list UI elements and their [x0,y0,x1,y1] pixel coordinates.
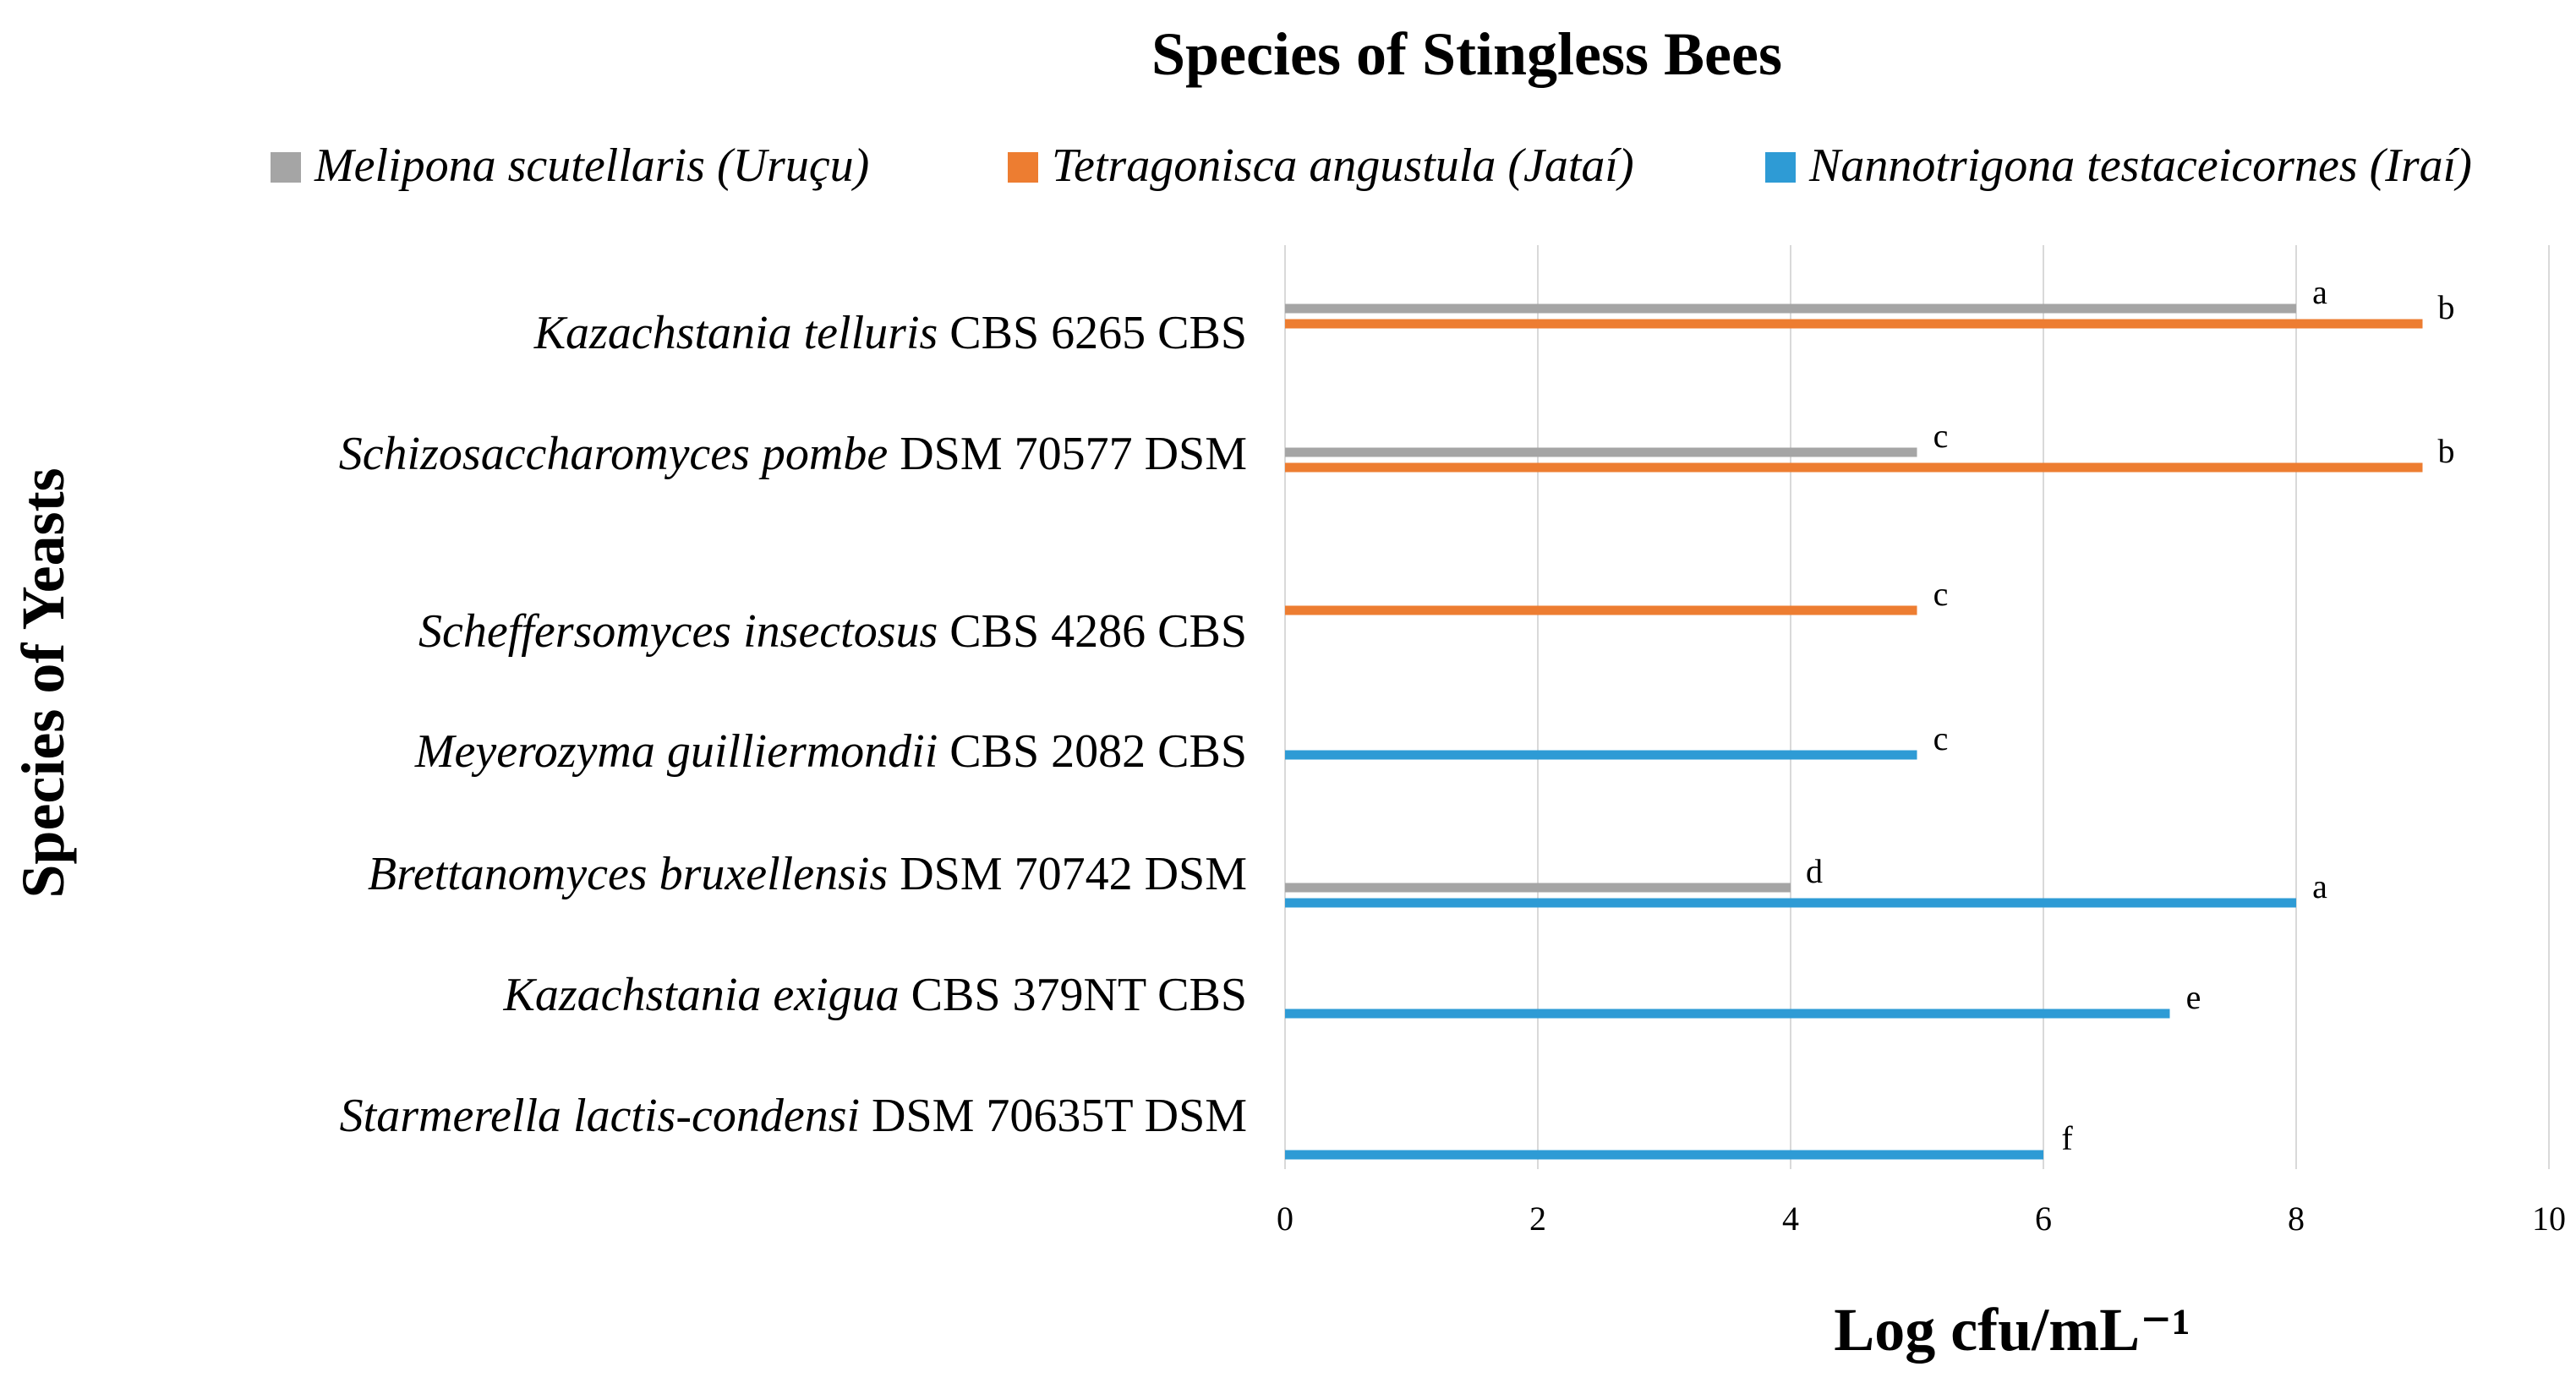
gridlines [1284,245,2550,1169]
legend-swatch [1008,152,1038,183]
x-tick-label: 6 [2035,1200,2052,1238]
x-tick-label: 4 [1782,1200,1799,1238]
category-label: Brettanomyces bruxellensis DSM 70742 DSM [368,848,1247,900]
legend-label: Nannotrigona testaceicornes (Iraí) [1808,139,2472,192]
category-strain-code: CBS 379NT CBS [900,969,1247,1021]
x-tick-label: 0 [1277,1200,1293,1238]
data-label: f [2061,1119,2073,1157]
category-strain-code: DSM 70577 DSM [888,428,1247,480]
data-label: c [1933,575,1949,613]
bar [1285,319,2423,329]
data-label: b [2438,432,2455,470]
legend-item: Nannotrigona testaceicornes (Iraí) [1765,139,2472,192]
bar [1285,1150,2043,1160]
category-species-name: Scheffersomyces insectosus [418,605,938,658]
category-label: Kazachstania telluris CBS 6265 CBS [533,307,1247,359]
bar [1285,447,1917,457]
category-label: Kazachstania exigua CBS 379NT CBS [502,969,1247,1021]
bar [1285,898,2296,908]
bar [1285,750,1917,760]
y-category-labels: Kazachstania telluris CBS 6265 CBS Schizo… [339,307,1247,1142]
bars [1285,303,2423,1160]
category-strain-code: DSM 70742 DSM [888,848,1247,900]
bar [1285,883,1791,893]
x-tick-label: 2 [1529,1200,1546,1238]
x-axis-title: Log cfu/mL⁻¹ [1834,1296,2190,1364]
x-tick-label: 8 [2288,1200,2305,1238]
category-species-name: Meyerozyma guilliermondii [414,725,938,778]
legend: Melipona scutellaris (Uruçu) Tetragonisca… [271,139,2472,192]
category-strain-code: CBS 6265 CBS [938,307,1247,359]
bar [1285,462,2423,473]
category-species-name: Kazachstania exigua [502,969,899,1021]
category-label: Meyerozyma guilliermondii CBS 2082 CBS [414,725,1247,778]
x-tick-labels: 0 2 4 6 8 10 [1277,1200,2566,1238]
category-species-name: Schizosaccharomyces pombe [339,428,889,480]
category-strain-code: CBS 4286 CBS [938,605,1247,658]
category-strain-code: DSM 70635T DSM [860,1090,1247,1142]
category-species-name: Kazachstania telluris [533,307,938,359]
x-tick-label: 10 [2532,1200,2566,1238]
legend-item: Melipona scutellaris (Uruçu) [271,139,869,192]
chart-title: Species of Stingless Bees [1151,20,1782,88]
category-species-name: Brettanomyces bruxellensis [368,848,888,900]
legend-label: Melipona scutellaris (Uruçu) [314,139,869,192]
data-label: d [1806,852,1823,890]
legend-item: Tetragonisca angustula (Jataí) [1008,139,1634,192]
data-label: a [2312,867,2327,905]
data-label: c [1933,719,1949,757]
data-label: e [2186,978,2201,1016]
legend-swatch [271,152,301,183]
data-label: c [1933,417,1949,455]
category-label: Schizosaccharomyces pombe DSM 70577 DSM [339,428,1247,480]
bar [1285,303,2296,314]
data-label: b [2438,288,2455,326]
category-strain-code: CBS 2082 CBS [938,725,1247,778]
category-species-name: Starmerella lactis-condensi [340,1090,860,1142]
bar [1285,1009,2170,1019]
legend-swatch [1765,152,1796,183]
legend-label: Tetragonisca angustula (Jataí) [1052,139,1634,192]
bar [1285,605,1917,615]
category-label: Scheffersomyces insectosus CBS 4286 CBS [418,605,1247,658]
data-label: a [2312,273,2327,311]
y-axis-title: Species of Yeasts [9,467,77,898]
category-label: Starmerella lactis-condensi DSM 70635T D… [340,1090,1247,1142]
data-labels: a b c b c c d a e f [1806,273,2455,1157]
